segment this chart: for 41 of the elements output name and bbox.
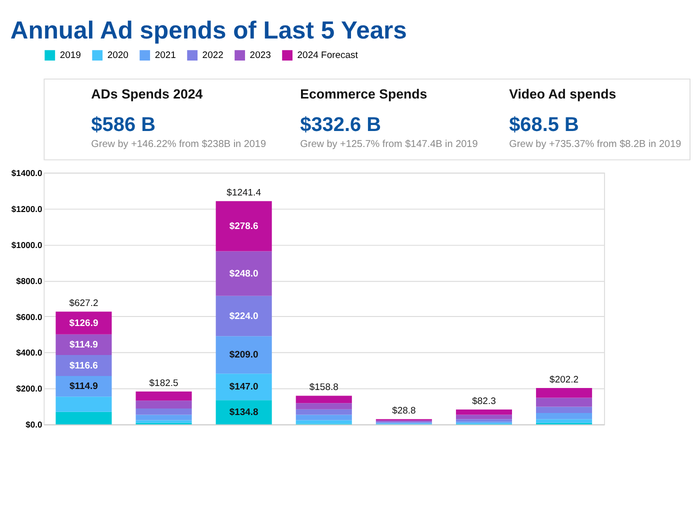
data-label: $209.0 xyxy=(229,350,258,361)
y-tick-label: $1000.0 xyxy=(11,240,43,250)
text: Grew by +125.7% from $147.4B in 2019 xyxy=(300,138,478,150)
data-label: $114.9 xyxy=(69,381,98,392)
y-tick-label: $800.0 xyxy=(16,276,43,286)
text: $332.6 B xyxy=(300,114,382,136)
data-label: $126.9 xyxy=(69,318,98,329)
y-tick-label: $200.0 xyxy=(16,384,43,394)
total-label: $158.8 xyxy=(309,382,338,394)
legend-label: 2019 xyxy=(60,50,81,62)
legend-label: 2023 xyxy=(250,50,271,62)
data-label: $114.9 xyxy=(69,340,98,351)
text: Grew by +146.22% from $238B in 2019 xyxy=(91,138,266,150)
legend-label: 2021 xyxy=(154,50,176,62)
y-tick-label: $600.0 xyxy=(16,312,43,322)
text: Video Ad spends xyxy=(509,86,616,102)
y-tick-label: $1400.0 xyxy=(11,168,43,178)
data-label: $147.0 xyxy=(229,382,258,393)
text: $68.5 B xyxy=(509,114,579,136)
data-label: $116.6 xyxy=(69,360,98,372)
legend-label: 2020 xyxy=(107,50,128,62)
chart-title: Annual Ad spends of Last 5 Years xyxy=(10,18,407,45)
y-tick-label: $400.0 xyxy=(16,348,43,358)
text: Ecommerce Spends xyxy=(300,86,428,102)
legend-label: 2022 xyxy=(202,50,224,62)
text: $586 B xyxy=(91,114,156,136)
text: Grew by +735.37% from $8.2B in 2019 xyxy=(509,138,682,150)
data-label: $278.6 xyxy=(229,221,258,232)
text: ADs Spends 2024 xyxy=(91,86,204,102)
total-label: $82.3 xyxy=(472,396,496,407)
total-label: $28.8 xyxy=(392,405,416,416)
total-label: $627.2 xyxy=(69,298,98,309)
total-label: $1241.4 xyxy=(226,187,261,198)
y-tick-label: $1200.0 xyxy=(11,204,43,214)
total-label: $182.5 xyxy=(149,378,178,389)
data-label: $224.0 xyxy=(229,310,258,322)
legend-label: 2024 Forecast xyxy=(297,50,358,62)
total-label: $202.2 xyxy=(550,374,579,386)
data-label: $248.0 xyxy=(229,268,258,280)
data-label: $134.8 xyxy=(229,407,258,418)
y-tick-label: $0.0 xyxy=(26,420,43,430)
